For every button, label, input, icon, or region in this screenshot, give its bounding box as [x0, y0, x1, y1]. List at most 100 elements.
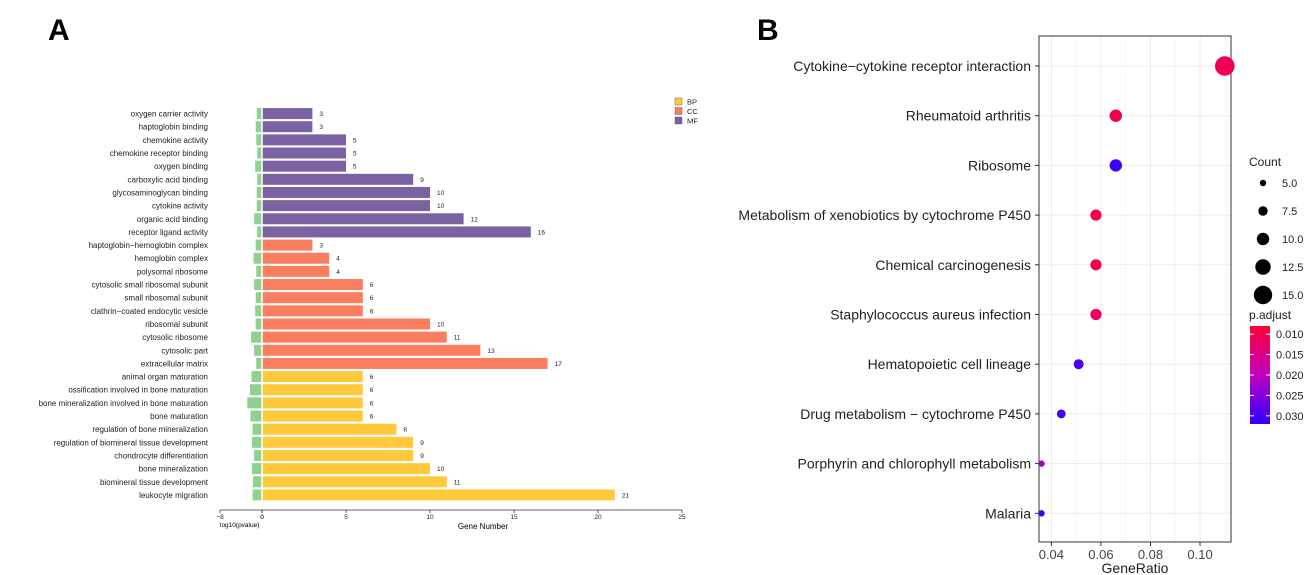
- panel-a-value-labels: 3 3 5 5 5 9 10 10 12 16 3 4 4 6 6 6 10 11 13 17 6 6 6 6 8 9 9 10 11 2…: [319, 111, 629, 499]
- gene-number-bar: [262, 449, 414, 461]
- panel-b-x-ticks: 0.04 0.06 0.08 0.10: [1039, 542, 1213, 562]
- count-legend-label: 15.0: [1282, 290, 1303, 302]
- x-left-tick-label: −8: [216, 514, 224, 521]
- x-tick-label: 5: [344, 514, 348, 521]
- gene-number-bar: [262, 134, 346, 146]
- bar-value-label: 6: [370, 282, 374, 289]
- bar-value-label: 10: [437, 466, 445, 473]
- bar-value-label: 9: [420, 177, 424, 184]
- legend-label-bp: BP: [687, 98, 697, 107]
- bar-value-label: 12: [471, 216, 479, 223]
- pathway-label: Chemical carcinogenesis: [875, 257, 1031, 273]
- panel-b: B Cytokine−cytokine receptor interaction…: [738, 14, 1303, 575]
- bar-value-label: 10: [437, 190, 445, 197]
- bar-value-label: 4: [336, 256, 340, 263]
- bar-value-label: 10: [437, 321, 445, 328]
- category-label: bone mineralization: [139, 465, 208, 474]
- pvalue-bar: [254, 344, 262, 356]
- category-label: chondrocyte differentiation: [114, 451, 208, 460]
- x-tick-label: 0.06: [1088, 547, 1113, 562]
- pvalue-bar: [257, 173, 262, 185]
- bar-value-label: 9: [420, 440, 424, 447]
- gene-number-bar: [262, 160, 346, 172]
- bar-value-label: 6: [370, 308, 374, 315]
- panel-b-x-axis-label: GeneRatio: [1102, 560, 1169, 575]
- category-label: organic acid binding: [137, 215, 208, 224]
- enrichment-point: [1073, 359, 1084, 370]
- bar-value-label: 6: [370, 387, 374, 394]
- category-label: bone mineralization involved in bone mat…: [39, 399, 208, 408]
- pvalue-bar: [256, 265, 262, 277]
- gene-number-bar: [262, 436, 414, 448]
- count-legend-label: 10.0: [1282, 234, 1303, 246]
- pathway-label: Ribosome: [968, 157, 1031, 173]
- count-legend-circle: [1259, 179, 1267, 187]
- count-legend-circle: [1258, 206, 1268, 216]
- panel-b-plot-area: [1038, 35, 1232, 543]
- pathway-label: Malaria: [985, 505, 1031, 521]
- pathway-label: Hematopoietic cell lineage: [868, 356, 1032, 372]
- enrichment-point: [1090, 209, 1102, 221]
- gene-number-bar: [262, 305, 363, 317]
- gene-number-bar: [262, 239, 313, 251]
- panel-a-category-labels: oxygen carrier activity haptoglobin bindi…: [39, 110, 209, 500]
- category-label: bone maturation: [150, 412, 208, 421]
- category-label: carboxylic acid binding: [128, 175, 209, 184]
- category-label: regulation of bone mineralization: [92, 425, 208, 434]
- pvalue-bar: [256, 357, 262, 369]
- gene-number-bar: [262, 344, 481, 356]
- category-label: regulation of biomineral tissue developm…: [54, 438, 209, 447]
- category-label: chemokine receptor binding: [110, 149, 208, 158]
- colorbar-label: 0.015: [1276, 350, 1304, 362]
- x-tick-label: 0.08: [1138, 547, 1163, 562]
- gene-number-bar: [262, 173, 414, 185]
- panel-a-pvalue-bars: [247, 108, 262, 501]
- category-label: ribosomal subunit: [145, 320, 208, 329]
- pvalue-bar: [251, 371, 262, 383]
- category-label: ossification involved in bone maturation: [68, 386, 208, 395]
- colorbar-label: 0.025: [1276, 390, 1304, 402]
- category-label: cytosolic small ribosomal subunit: [92, 281, 209, 290]
- gene-number-bar: [262, 357, 548, 369]
- panel-b-points: [1038, 56, 1235, 517]
- category-label: small ribosomal subunit: [124, 294, 208, 303]
- enrichment-point: [1109, 109, 1123, 122]
- category-label: hemoglobin complex: [135, 254, 208, 263]
- count-legend-title: Count: [1249, 155, 1282, 169]
- pathway-label: Rheumatoid arthritis: [906, 108, 1031, 124]
- pvalue-bar: [257, 147, 262, 159]
- legend-label-mf: MF: [687, 117, 698, 126]
- pvalue-bar: [255, 121, 262, 133]
- pvalue-bar: [253, 252, 262, 264]
- count-legend-circle: [1253, 285, 1273, 305]
- gene-number-bar: [262, 410, 363, 422]
- pvalue-bar: [254, 213, 262, 225]
- x-tick-label: 20: [594, 514, 602, 521]
- panel-a-bars: [262, 108, 615, 501]
- category-label: cytosolic part: [161, 346, 208, 355]
- gene-number-bar: [262, 384, 363, 396]
- x-tick-label: 0.10: [1187, 547, 1212, 562]
- pvalue-bar: [256, 134, 262, 146]
- pvalue-bar: [252, 463, 262, 475]
- pathway-label: Cytokine−cytokine receptor interaction: [793, 58, 1031, 74]
- panel-b-category-labels: Cytokine−cytokine receptor interaction Rh…: [738, 58, 1039, 521]
- pvalue-bar: [255, 305, 262, 317]
- bar-value-label: 6: [370, 295, 374, 302]
- enrichment-point: [1090, 259, 1102, 271]
- legend-swatch-bp: [674, 97, 683, 106]
- pvalue-bar: [255, 239, 262, 251]
- bar-value-label: 5: [353, 164, 357, 171]
- enrichment-point: [1038, 510, 1045, 517]
- x-tick-label: 25: [678, 514, 686, 521]
- gene-number-bar: [262, 226, 531, 238]
- bar-value-label: 3: [319, 111, 323, 118]
- count-legend-label: 7.5: [1282, 206, 1297, 218]
- bar-value-label: 3: [319, 124, 323, 131]
- pvalue-bar: [256, 200, 262, 212]
- count-legend-label: 5.0: [1282, 178, 1297, 190]
- pvalue-bar: [249, 384, 262, 396]
- enrichment-point: [1038, 460, 1045, 467]
- gene-number-bar: [262, 186, 430, 198]
